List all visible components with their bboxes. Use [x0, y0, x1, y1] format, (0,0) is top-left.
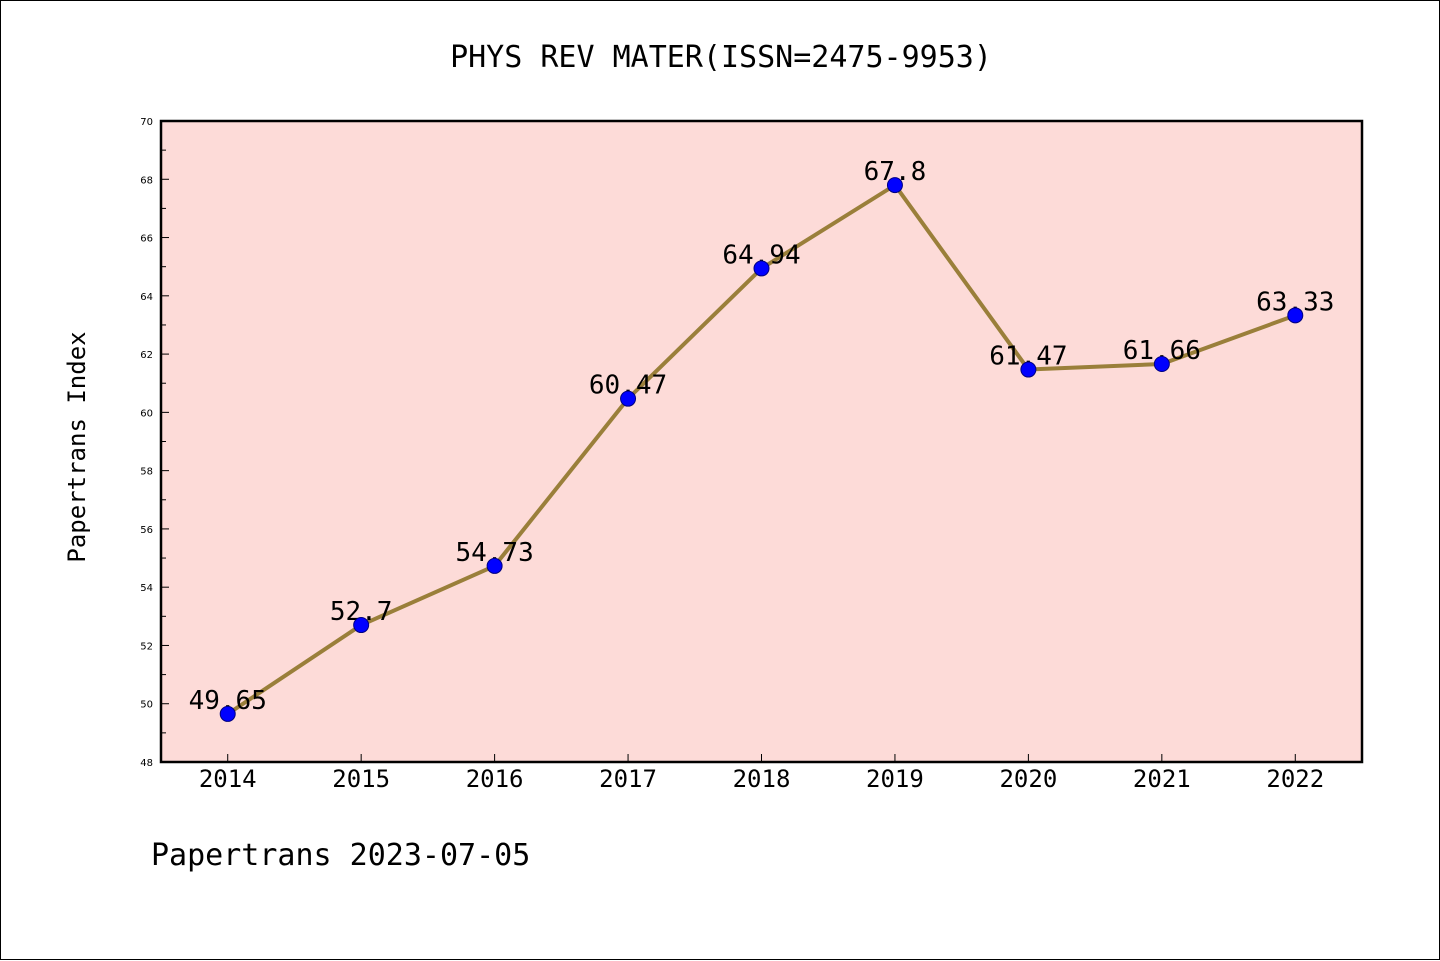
footer-note: Papertrans 2023-07-05 [151, 838, 530, 873]
data-point-marker [486, 557, 503, 574]
data-point-marker [1287, 307, 1304, 324]
x-tick-label: 2021 [1133, 765, 1191, 793]
y-tick-label: 64 [140, 292, 153, 303]
axis-ticks: 48 50 52 54 56 58 60 62 64 66 68 70 2014 2015 2016 2017… [140, 117, 1324, 793]
x-tick-label: 2018 [733, 765, 791, 793]
y-tick-label: 62 [140, 350, 153, 361]
y-axis-label: Papertrans Index [63, 331, 91, 562]
y-tick-label: 48 [140, 758, 153, 769]
x-tick-label: 2022 [1266, 765, 1324, 793]
x-tick-label: 2019 [866, 765, 924, 793]
y-tick-label: 50 [140, 700, 153, 711]
y-tick-label: 66 [140, 234, 153, 245]
y-tick-label: 54 [140, 583, 153, 594]
data-point-marker [1153, 355, 1170, 372]
y-tick-label: 60 [140, 408, 153, 419]
x-tick-label: 2016 [466, 765, 524, 793]
x-tick-label: 2015 [332, 765, 390, 793]
data-point-marker [753, 260, 770, 277]
chart-title: PHYS REV MATER(ISSN=2475-9953) [450, 40, 992, 75]
x-tick-label: 2014 [199, 765, 257, 793]
y-tick-label: 52 [140, 641, 153, 652]
y-tick-label: 68 [140, 175, 153, 186]
y-tick-label: 56 [140, 525, 153, 536]
y-tick-label: 58 [140, 467, 153, 478]
plot-area [159, 119, 1364, 764]
x-tick-label: 2020 [999, 765, 1057, 793]
y-tick-label: 70 [140, 117, 153, 128]
data-point-marker [886, 177, 903, 194]
x-tick-label: 2017 [599, 765, 657, 793]
data-point-marker [219, 705, 236, 722]
data-point-marker [1020, 361, 1037, 378]
data-point-marker [353, 617, 370, 634]
data-point-marker [620, 390, 637, 407]
